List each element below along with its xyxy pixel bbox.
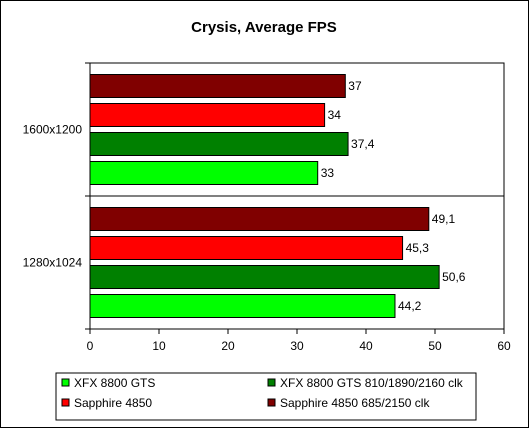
x-tick-label: 10: [152, 339, 166, 353]
x-tick-label: 40: [359, 339, 373, 353]
x-tick-label: 60: [497, 339, 511, 353]
data-label: 37,4: [351, 137, 375, 151]
legend: XFX 8800 GTS XFX 8800 GTS 810/1890/2160 c…: [55, 372, 477, 421]
data-label: 34: [328, 108, 342, 122]
data-label: 37: [348, 79, 362, 93]
data-label: 33: [321, 166, 335, 180]
bar: [89, 236, 404, 260]
bar: [89, 161, 319, 185]
x-tick-label: 0: [87, 339, 94, 353]
chart-title: Crysis, Average FPS: [191, 19, 337, 36]
legend-swatch: [61, 378, 70, 387]
bar: [89, 207, 430, 231]
bar: [89, 132, 349, 156]
category-label: 1280x1024: [23, 256, 83, 270]
x-tick-label: 20: [221, 339, 235, 353]
plot-area: 1600x1200 37 34 37,4 33 1280x1024 49,1 45,3 50,6…: [23, 62, 511, 353]
bar: [89, 294, 396, 318]
legend-box: [55, 372, 477, 421]
legend-swatch: [267, 398, 276, 407]
data-label: 44,2: [398, 299, 422, 313]
bar: [89, 265, 440, 289]
data-label: 50,6: [442, 270, 466, 284]
legend-swatch: [61, 398, 70, 407]
legend-swatch: [267, 378, 276, 387]
bar: [89, 74, 346, 98]
legend-label: XFX 8800 GTS: [74, 376, 155, 390]
legend-label: XFX 8800 GTS 810/1890/2160 clk: [280, 376, 464, 390]
x-tick-label: 50: [428, 339, 442, 353]
data-label: 49,1: [432, 212, 456, 226]
bar: [89, 103, 326, 127]
legend-label: Sapphire 4850 685/2150 clk: [280, 396, 430, 410]
x-tick-label: 30: [290, 339, 304, 353]
category-label: 1600x1200: [23, 123, 83, 137]
legend-label: Sapphire 4850: [74, 396, 152, 410]
data-label: 45,3: [406, 241, 430, 255]
